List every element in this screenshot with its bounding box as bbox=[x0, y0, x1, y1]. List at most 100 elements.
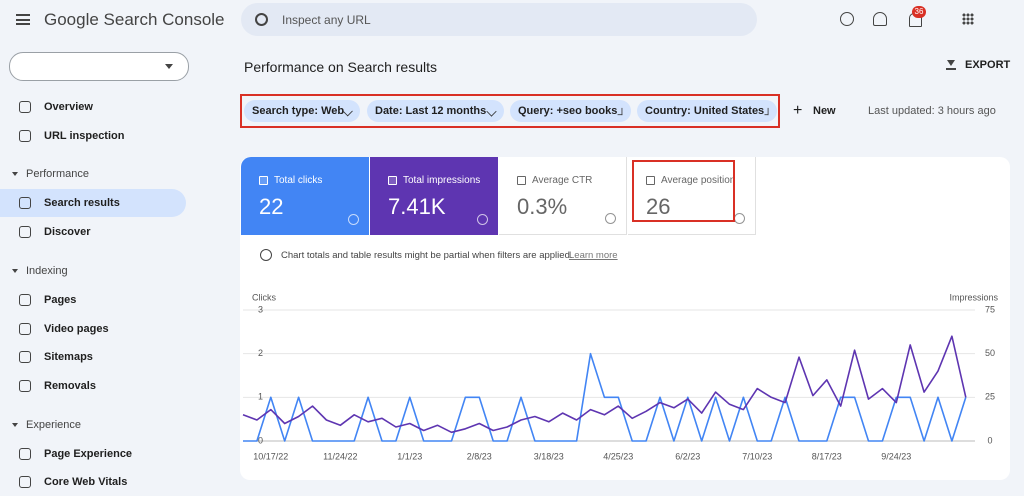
position-highlight bbox=[632, 160, 735, 222]
section-caret bbox=[12, 268, 18, 273]
item-label: Discover bbox=[44, 226, 91, 239]
chip-label: Country: United States bbox=[645, 105, 765, 117]
y2-tick-label: 0 bbox=[987, 435, 992, 445]
metric-card[interactable]: Average CTR 0.3% bbox=[499, 157, 627, 235]
sidebar-item[interactable]: Core Web Vitals bbox=[0, 468, 186, 496]
page-title: Performance on Search results bbox=[244, 59, 437, 75]
y2-tick-label: 50 bbox=[985, 348, 995, 358]
x-tick-label: 1/1/23 bbox=[397, 451, 422, 461]
item-label: Video pages bbox=[44, 322, 109, 335]
filter-chip[interactable]: Query: +seo books bbox=[510, 100, 631, 122]
chip-action-icon bbox=[617, 107, 623, 115]
series-line bbox=[242, 335, 967, 434]
x-tick-label: 9/24/23 bbox=[881, 451, 911, 461]
item-label: Removals bbox=[44, 379, 96, 392]
apps-icon[interactable] bbox=[962, 13, 974, 25]
metric-label: Total impressions bbox=[388, 175, 498, 186]
metric-value: 7.41K bbox=[388, 194, 446, 219]
item-icon bbox=[19, 351, 31, 364]
chip-action-icon bbox=[764, 107, 769, 115]
y-axis-title: Clicks bbox=[252, 292, 276, 302]
metric-value: 0.3% bbox=[517, 194, 568, 219]
sidebar-item[interactable]: Video pages bbox=[0, 315, 186, 343]
item-label: Overview bbox=[44, 101, 93, 113]
metric-label: Average position bbox=[646, 175, 755, 186]
notification-badge: 36 bbox=[912, 6, 926, 18]
item-icon bbox=[19, 226, 31, 239]
metric-card[interactable]: Total impressions 7.41K bbox=[370, 157, 498, 235]
last-updated: Last updated: 3 hours ago bbox=[868, 105, 996, 117]
metric-value: 22 bbox=[259, 194, 284, 219]
metric-checkbox bbox=[517, 176, 526, 185]
metric-checkbox bbox=[259, 176, 268, 185]
y-tick-label: 0 bbox=[258, 435, 263, 445]
export-button[interactable]: EXPORT bbox=[965, 59, 1011, 71]
metric-checkbox bbox=[388, 176, 397, 185]
x-tick-label: 2/8/23 bbox=[467, 451, 492, 461]
chip-label: Date: Last 12 months bbox=[375, 105, 487, 117]
item-icon bbox=[19, 447, 31, 460]
item-icon bbox=[19, 197, 31, 210]
filter-chip[interactable]: Country: United States bbox=[637, 100, 777, 122]
item-icon bbox=[19, 476, 31, 489]
notice: Chart totals and table results might be … bbox=[281, 250, 573, 261]
info-icon bbox=[260, 249, 272, 261]
item-icon bbox=[19, 379, 31, 392]
sidebar-item[interactable]: Sitemaps bbox=[0, 343, 186, 371]
x-tick-label: 10/17/22 bbox=[253, 451, 288, 461]
learn-more-link[interactable]: Learn more bbox=[569, 250, 618, 261]
metric-name: Average CTR bbox=[532, 175, 593, 186]
item-label: Search results bbox=[44, 197, 120, 210]
sidebar-item[interactable]: Removals bbox=[0, 372, 186, 400]
filter-highlight bbox=[240, 94, 780, 128]
sidebar-item[interactable]: Discover bbox=[0, 218, 186, 246]
y-tick-label: 2 bbox=[258, 348, 263, 358]
section-label: Indexing bbox=[26, 264, 68, 277]
metric-value: 26 bbox=[646, 194, 671, 219]
help-icon[interactable] bbox=[840, 12, 854, 26]
sidebar-item[interactable]: Page Experience bbox=[0, 440, 186, 468]
section-caret bbox=[12, 422, 18, 427]
y2-axis-title: Impressions bbox=[949, 292, 998, 302]
search-bar[interactable]: Inspect any URL bbox=[241, 3, 757, 36]
sidebar-item[interactable]: Search results bbox=[0, 189, 186, 218]
x-tick-label: 3/18/23 bbox=[534, 451, 564, 461]
item-label: Page Experience bbox=[44, 447, 133, 460]
metric-card[interactable]: Total clicks 22 bbox=[241, 157, 369, 235]
sidebar-section: Experience bbox=[12, 419, 81, 431]
item-label: Pages bbox=[44, 293, 77, 306]
menu-icon[interactable] bbox=[16, 14, 30, 25]
item-icon bbox=[19, 129, 31, 142]
x-tick-label: 7/10/23 bbox=[742, 451, 772, 461]
help-icon bbox=[348, 214, 359, 225]
filter-chip[interactable]: Date: Last 12 months bbox=[367, 100, 504, 122]
section-label: Experience bbox=[26, 418, 82, 431]
item-icon bbox=[19, 101, 31, 113]
x-tick-label: 6/2/23 bbox=[675, 451, 700, 461]
series-line bbox=[243, 352, 967, 442]
new-filter-button[interactable]: New bbox=[813, 105, 836, 117]
item-icon bbox=[19, 322, 31, 335]
y2-tick-label: 25 bbox=[985, 392, 995, 402]
metric-name: Total clicks bbox=[274, 175, 323, 186]
sidebar-item[interactable]: Overview bbox=[0, 93, 186, 121]
search-icon bbox=[255, 13, 268, 26]
sidebar-item[interactable]: URL inspection bbox=[0, 122, 186, 150]
filter-chip[interactable]: Search type: Web bbox=[244, 100, 360, 122]
property-selector[interactable] bbox=[9, 52, 189, 81]
chip-label: Query: +seo books bbox=[518, 105, 618, 117]
search-placeholder: Inspect any URL bbox=[282, 13, 371, 27]
chip-label: Search type: Web bbox=[252, 105, 345, 117]
help-icon bbox=[605, 213, 616, 224]
metric-checkbox bbox=[646, 176, 655, 185]
item-label: Core Web Vitals bbox=[44, 476, 128, 489]
sidebar-item[interactable]: Pages bbox=[0, 286, 186, 314]
item-label: URL inspection bbox=[44, 129, 125, 142]
y2-tick-label: 75 bbox=[985, 304, 995, 314]
settings-icon[interactable] bbox=[873, 12, 887, 26]
sidebar-section: Performance bbox=[12, 168, 89, 180]
item-icon bbox=[19, 293, 31, 306]
metric-name: Average position bbox=[661, 175, 736, 186]
section-caret bbox=[12, 172, 18, 177]
